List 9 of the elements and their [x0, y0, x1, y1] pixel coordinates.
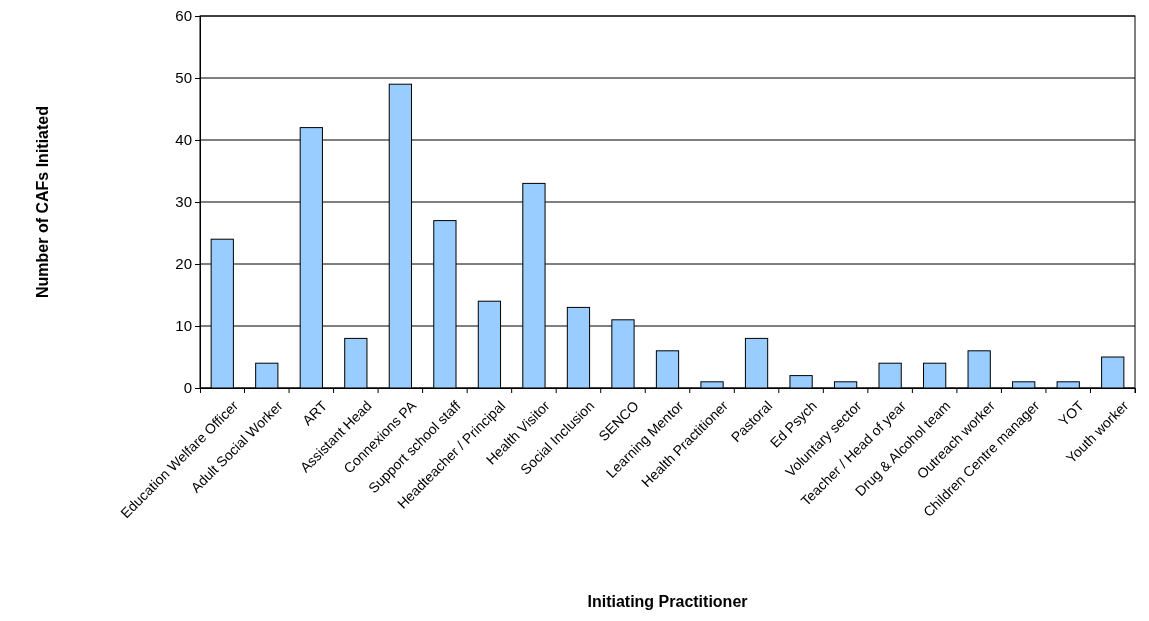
y-axis-title: Number of CAFs Initiated: [34, 105, 51, 299]
y-tick-label: 0: [183, 379, 192, 397]
y-tick-label: 40: [175, 131, 192, 149]
y-tick-label: 20: [175, 255, 192, 273]
x-axis-title: Initiating Practitioner: [587, 593, 748, 610]
y-tick-label: 50: [175, 69, 192, 87]
y-tick-label: 10: [175, 317, 192, 335]
y-tick-label: 30: [175, 193, 192, 211]
y-tick-label: 60: [175, 7, 192, 25]
